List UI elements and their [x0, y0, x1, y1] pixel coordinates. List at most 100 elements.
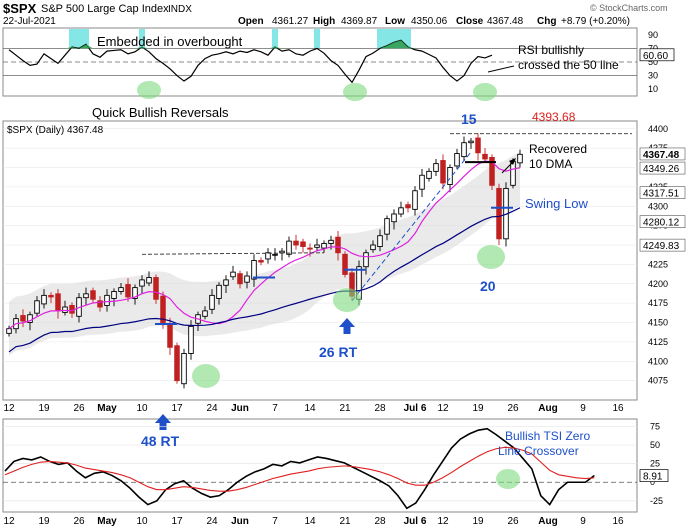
price-panel-title: $SPX (Daily) 4367.48 — [7, 125, 104, 136]
tsi-line — [4, 427, 595, 510]
tsi-last-box — [639, 469, 669, 482]
candle-body — [370, 244, 376, 251]
candle-body — [412, 190, 418, 210]
rsi-reversal-marker-3 — [473, 83, 497, 101]
price-tick-4100: 4100 — [648, 356, 668, 366]
x-tick-label: 28 — [374, 403, 386, 414]
rsi-tick-30: 30 — [648, 71, 658, 81]
count-20: 20 — [480, 278, 496, 294]
price-value-label: 4280.12 — [643, 218, 680, 229]
price-tick-4300: 4300 — [648, 201, 668, 211]
price-value-box — [639, 147, 686, 161]
candle-body — [209, 294, 215, 310]
tsi-tick--25: -25 — [650, 496, 663, 506]
candle-body — [160, 295, 166, 323]
price-value-box — [639, 161, 686, 175]
candle-body — [447, 167, 453, 185]
x-tick-label-bottom: Jun — [231, 516, 249, 527]
price-value-box — [639, 215, 686, 228]
candle-body — [104, 294, 110, 306]
x-tick-label-bottom: 21 — [339, 516, 351, 527]
candle-body — [258, 260, 264, 263]
candle-body — [286, 240, 292, 255]
candle-body — [27, 314, 33, 323]
candle-body — [146, 277, 152, 284]
x-tick-label: 24 — [206, 403, 218, 414]
candle-body — [55, 293, 61, 312]
x-tick-label-bottom: 14 — [304, 516, 316, 527]
rsi-tick-50: 50 — [648, 57, 658, 67]
price-value-label: 4367.48 — [643, 150, 680, 161]
candle-body — [489, 156, 495, 186]
price-reversal-marker-1 — [192, 364, 220, 388]
candle-body — [314, 244, 320, 248]
candle-body — [216, 284, 222, 299]
x-tick-label: Jun — [231, 403, 249, 414]
candle-body — [48, 294, 54, 298]
x-tick-label: 9 — [580, 403, 586, 414]
x-tick-label-bottom: 24 — [206, 516, 218, 527]
rsi-overbought-zone — [69, 29, 89, 49]
price-tick-4200: 4200 — [648, 279, 668, 289]
chg-label: Chg — [537, 16, 556, 27]
rsi-overbought-zone — [139, 29, 145, 49]
tsi-annotation-line1: Bullish TSI Zero — [505, 429, 590, 443]
candle-body — [251, 260, 257, 280]
price-value-label: 4349.26 — [643, 164, 680, 175]
rsi-overbought-zone — [272, 29, 278, 49]
tsi-tick-50: 50 — [650, 440, 660, 450]
price-tick-4400: 4400 — [648, 124, 668, 134]
rsi-overbought-zone — [314, 29, 320, 49]
tsi-tick-0: 0 — [650, 477, 655, 487]
open-value: 4361.27 — [272, 16, 309, 27]
tsi-annotation-line2: Line Crossover — [498, 444, 579, 458]
tsi-signal-line — [4, 446, 595, 492]
candle-body — [62, 306, 68, 313]
chg-value: +8.79 (+0.20%) — [561, 16, 630, 27]
rsi-last-box — [639, 48, 675, 62]
bollinger-band — [9, 151, 520, 356]
resistance-label: 4393.68 — [532, 110, 576, 124]
prior-high-line — [141, 252, 325, 255]
candle-body — [41, 294, 47, 305]
candle-body — [118, 287, 124, 292]
index-name: S&P 500 Large Cap Index — [41, 3, 169, 15]
candle-body — [111, 291, 117, 299]
candle-body — [475, 137, 481, 154]
candle-body — [139, 279, 145, 287]
candle-body — [461, 142, 467, 158]
ma-50-line — [8, 207, 521, 353]
x-tick-label-bottom: Aug — [538, 516, 557, 527]
candle-body — [293, 240, 299, 246]
candle-body — [517, 153, 523, 164]
count-15: 15 — [461, 111, 477, 127]
candle-body — [335, 236, 341, 254]
recovered-annotation-line2: 10 DMA — [529, 157, 572, 171]
x-tick-label-bottom: 28 — [374, 516, 386, 527]
tsi-panel — [2, 418, 638, 513]
x-tick-label-bottom: Jul 6 — [404, 516, 427, 527]
x-tick-label: 19 — [472, 403, 484, 414]
close-label: Close — [456, 16, 484, 27]
candle-body — [265, 252, 271, 260]
swing-low-annotation: Swing Low — [525, 196, 588, 211]
price-tick-4150: 4150 — [648, 318, 668, 328]
exchange: INDX — [168, 4, 192, 15]
candle-body — [174, 345, 180, 382]
tsi-crossover-marker — [496, 469, 520, 489]
high-value: 4369.87 — [341, 16, 378, 27]
rsi-tick-90: 90 — [648, 30, 658, 40]
low-value: 4350.06 — [411, 16, 448, 27]
rsi-tick-10: 10 — [648, 84, 658, 94]
candle-body — [272, 253, 278, 256]
x-tick-label-bottom: 17 — [171, 516, 183, 527]
candle-body — [279, 250, 285, 254]
candle-body — [363, 252, 369, 268]
candle-body — [496, 187, 502, 240]
candle-body — [230, 271, 236, 278]
candle-body — [34, 300, 40, 314]
tsi-tick-75: 75 — [650, 421, 660, 431]
candle-body — [391, 213, 397, 223]
x-tick-label-bottom: 16 — [612, 516, 624, 527]
